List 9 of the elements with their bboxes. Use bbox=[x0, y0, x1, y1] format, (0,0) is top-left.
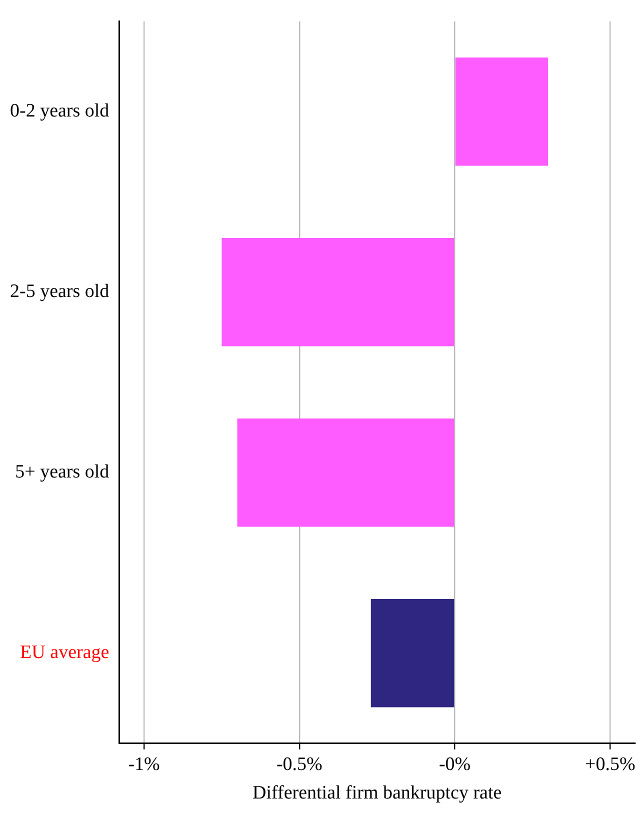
x-tick-label: -0% bbox=[438, 754, 471, 775]
x-axis-title: Differential firm bankruptcy rate bbox=[252, 782, 502, 804]
x-tick-label: +0.5% bbox=[584, 754, 636, 775]
y-tick-label: 2-5 years old bbox=[10, 281, 110, 302]
y-tick-label: 5+ years old bbox=[15, 462, 110, 483]
y-tick-label: EU average bbox=[20, 642, 110, 664]
x-tick-label: -1% bbox=[128, 754, 160, 775]
x-tick-label: -0.5% bbox=[276, 754, 323, 775]
y-tick-label: 0-2 years old bbox=[10, 100, 110, 122]
